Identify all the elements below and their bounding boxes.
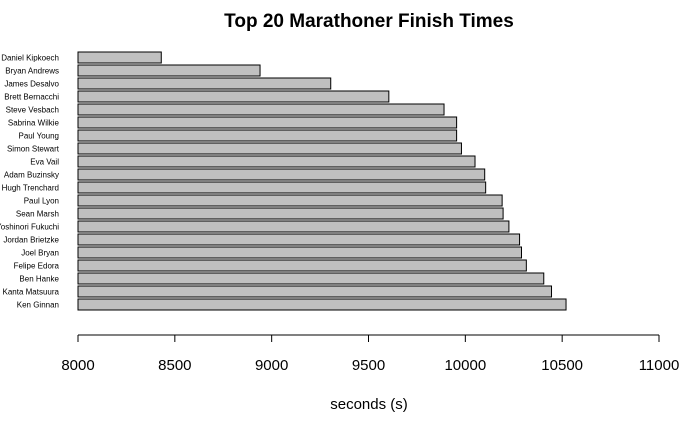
bar-steve-vesbach [77,103,445,116]
bar-yoshinori-fukuchi [77,220,510,233]
bar-ben-hanke [77,272,545,285]
bar-ken-ginnan [77,298,567,311]
bar-james-desalvo [77,77,332,90]
x-tick-label: 8000 [61,357,94,374]
category-label: Bryan Andrews [5,67,59,76]
bar-brett-bernacchi [77,90,390,103]
category-label: James Desalvo [4,80,59,89]
category-label: Yoshinori Fukuchi [0,223,59,232]
bar-simon-stewart [77,142,462,155]
bar-paul-lyon [77,194,503,207]
category-label: Felipe Edora [14,262,60,271]
category-label: Steve Vesbach [6,106,59,115]
bar-bryan-andrews [77,64,261,77]
bar-eva-vail [77,155,476,168]
bar-felipe-edora [77,259,527,272]
category-label: Sabrina Wilkie [8,119,60,128]
category-label: Ken Ginnan [17,301,59,310]
category-label: Paul Young [19,132,60,141]
bar-sabrina-wilkie [77,116,458,129]
x-tick-label: 10000 [444,357,486,374]
category-label: Jordan Brietzke [3,236,59,245]
bars-group [77,51,567,311]
category-label: Adam Buzinsky [4,171,59,180]
chart-title: Top 20 Marathoner Finish Times [224,11,514,32]
category-labels-group: Daniel Kipkoech Bryan Andrews James Desalv… [0,54,60,310]
x-tick-label: 10500 [541,357,583,374]
x-tick-label: 9000 [255,357,288,374]
category-label: Simon Stewart [7,145,60,154]
x-tick-label: 11000 [639,357,680,374]
category-label: Ben Hanke [19,275,59,284]
bar-sean-marsh [77,207,504,220]
x-axis-label: seconds (s) [330,396,408,413]
category-label: Hugh Trenchard [2,184,59,193]
bar-adam-buzinsky [77,168,486,181]
category-label: Brett Bernacchi [4,93,59,102]
category-label: Sean Marsh [16,210,59,219]
category-label: Paul Lyon [24,197,59,206]
x-tick-label: 8500 [158,357,191,374]
category-label: Kanta Matsuura [3,288,60,297]
category-label: Eva Vail [30,158,59,167]
bar-hugh-trenchard [77,181,487,194]
bar-kanta-matsuura [77,285,553,298]
x-axis: 8000 8500 9000 9500 10000 10500 11000 [61,334,680,374]
category-label: Daniel Kipkoech [1,54,59,63]
category-label: Joel Bryan [21,249,59,258]
bar-daniel-kipkoech [77,51,162,64]
bar-jordan-brietzke [77,233,521,246]
x-tick-label: 9500 [352,357,385,374]
bar-paul-young [77,129,458,142]
bar-joel-bryan [77,246,522,259]
